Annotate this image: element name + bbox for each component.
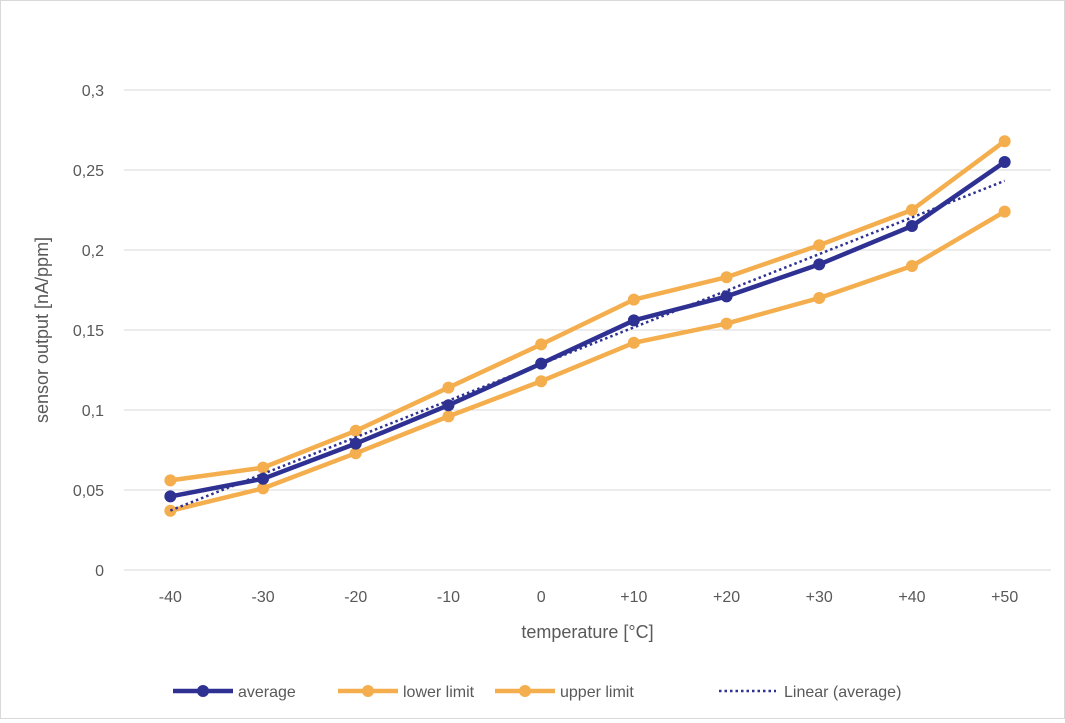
x-tick-label: +30 xyxy=(806,589,833,606)
x-tick-label: +20 xyxy=(713,589,740,606)
legend-label-lower-limit: lower limit xyxy=(403,684,475,701)
data-point-average xyxy=(535,357,548,370)
legend-label-upper-limit: upper limit xyxy=(560,684,634,701)
y-tick-label: 0,2 xyxy=(82,243,104,260)
series-lines xyxy=(164,135,1011,517)
x-tick-label: 0 xyxy=(537,589,546,606)
data-point-lower-limit xyxy=(257,482,270,495)
legend-label-linear-average: Linear (average) xyxy=(784,684,901,701)
data-point-average xyxy=(257,472,270,485)
data-point-average xyxy=(349,437,362,450)
x-tick-label: -30 xyxy=(251,589,274,606)
legend-label-average: average xyxy=(238,684,296,701)
data-point-upper-limit xyxy=(813,239,826,252)
x-axis-title: temperature [°C] xyxy=(521,622,653,642)
x-tick-label: +10 xyxy=(620,589,647,606)
data-point-lower-limit xyxy=(164,504,177,517)
data-point-average xyxy=(905,220,918,232)
data-point-average xyxy=(813,258,826,271)
data-point-upper-limit xyxy=(442,381,455,394)
data-point-upper-limit xyxy=(720,271,733,284)
y-tick-label: 0,3 xyxy=(82,83,104,100)
y-axis-tick-labels: 0 0,05 0,1 0,15 0,2 0,25 0,3 xyxy=(73,83,104,580)
data-point-upper-limit xyxy=(998,135,1011,148)
data-point-upper-limit xyxy=(349,424,362,437)
data-point-lower-limit xyxy=(442,410,455,423)
x-tick-label: +40 xyxy=(898,589,925,606)
data-point-lower-limit xyxy=(535,375,548,388)
data-point-average xyxy=(627,314,640,327)
data-point-lower-limit xyxy=(720,317,733,330)
data-point-average xyxy=(164,490,177,503)
y-axis-title: sensor output [nA/ppm] xyxy=(32,237,52,423)
y-tick-label: 0,1 xyxy=(82,403,104,420)
y-tick-label: 0 xyxy=(95,563,104,580)
series-line-upper-limit xyxy=(170,139,1006,483)
legend-marker-average xyxy=(197,685,209,697)
x-axis-tick-labels: -40 -30 -20 -10 0 +10 +20 +30 +40 +50 xyxy=(159,589,1019,606)
legend-marker-upper-limit xyxy=(519,685,531,697)
data-point-lower-limit xyxy=(627,336,640,349)
series-line-average xyxy=(169,160,1006,499)
data-point-upper-limit xyxy=(627,293,640,306)
data-point-upper-limit xyxy=(905,204,918,216)
y-tick-label: 0,15 xyxy=(73,323,104,340)
series-line-lower-limit xyxy=(169,209,1006,513)
x-tick-label: +50 xyxy=(991,589,1018,606)
x-tick-label: -10 xyxy=(437,589,460,606)
x-tick-label: -20 xyxy=(344,589,367,606)
data-point-lower-limit xyxy=(813,292,826,304)
data-point-upper-limit xyxy=(535,338,548,351)
legend-marker-lower-limit xyxy=(362,685,374,697)
data-point-lower-limit xyxy=(905,260,918,272)
y-tick-label: 0,05 xyxy=(73,483,104,500)
data-point-average xyxy=(442,399,455,412)
gridlines xyxy=(124,89,1051,571)
legend: average lower limit upper limit Linear (ave… xyxy=(173,684,901,701)
data-point-average xyxy=(720,290,733,303)
data-point-upper-limit xyxy=(164,474,177,487)
data-point-lower-limit xyxy=(998,205,1011,218)
x-tick-label: -40 xyxy=(159,589,182,606)
trendline-linear-average xyxy=(169,179,1006,512)
y-tick-label: 0,25 xyxy=(73,163,104,180)
data-point-average xyxy=(998,156,1011,168)
data-point-lower-limit xyxy=(349,447,362,460)
data-point-upper-limit xyxy=(257,461,270,474)
